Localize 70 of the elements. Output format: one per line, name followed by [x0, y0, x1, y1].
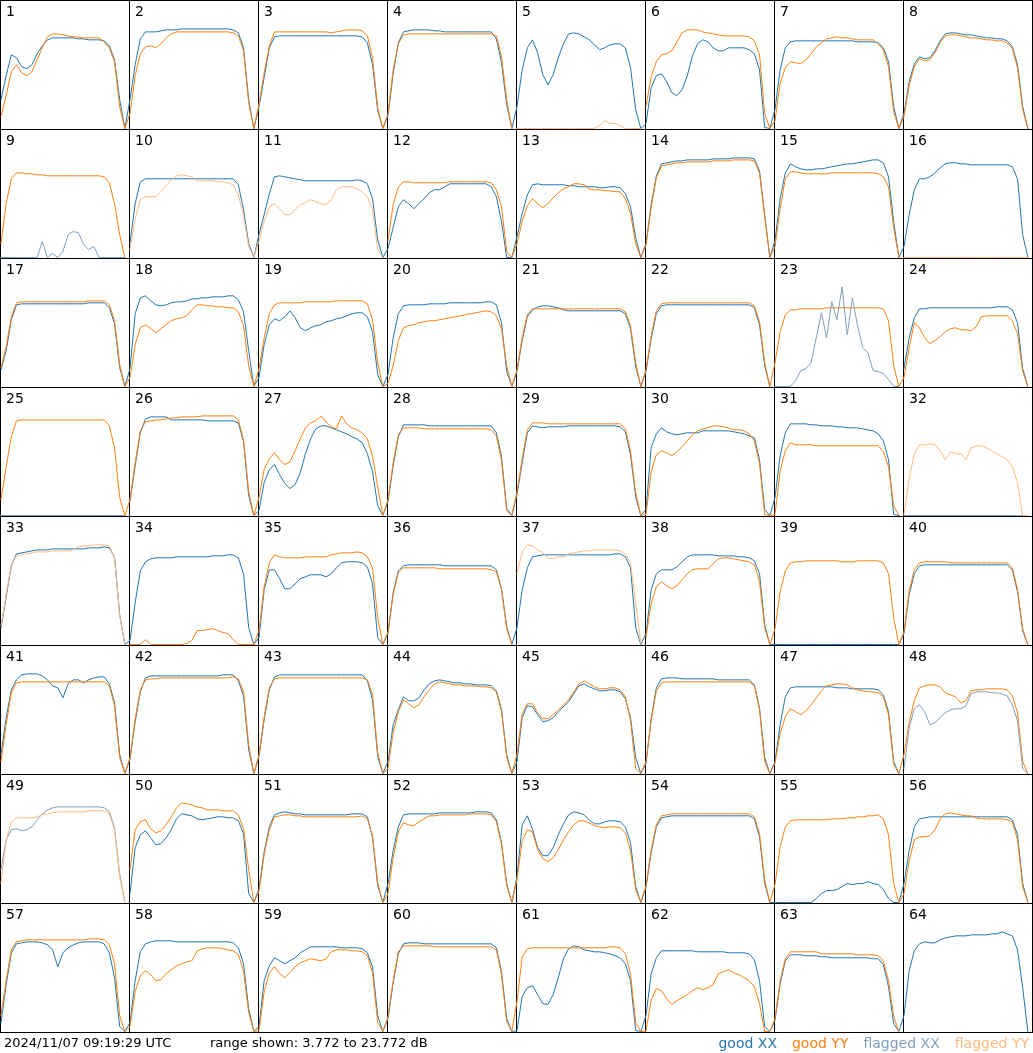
- text: 62: [651, 906, 669, 922]
- text: 22: [651, 261, 669, 277]
- text: 23: [780, 261, 798, 277]
- text: 38: [651, 519, 669, 535]
- text: 1: [6, 3, 15, 19]
- text: flagged XX: [863, 1034, 940, 1053]
- text: 20: [393, 261, 411, 277]
- text: 24: [909, 261, 927, 277]
- text: 9: [6, 132, 15, 148]
- text: 49: [6, 777, 24, 793]
- text: 64: [909, 906, 927, 922]
- text: 2: [135, 3, 144, 19]
- text: 45: [522, 648, 540, 664]
- text: 3: [264, 3, 273, 19]
- text: 43: [264, 648, 282, 664]
- text: 25: [6, 390, 24, 406]
- text: 47: [780, 648, 798, 664]
- text: 13: [522, 132, 540, 148]
- text: 12: [393, 132, 411, 148]
- text: 48: [909, 648, 927, 664]
- text: 19: [264, 261, 282, 277]
- text: range shown: 3.772 to 23.772 dB: [210, 1034, 428, 1052]
- text: 16: [909, 132, 927, 148]
- text: 58: [135, 906, 153, 922]
- text: 60: [393, 906, 411, 922]
- text: 6: [651, 3, 660, 19]
- text: 63: [780, 906, 798, 922]
- text: 10: [135, 132, 153, 148]
- text: 21: [522, 261, 540, 277]
- text: 18: [135, 261, 153, 277]
- text: 29: [522, 390, 540, 406]
- text: 59: [264, 906, 282, 922]
- text: 55: [780, 777, 798, 793]
- text: 33: [6, 519, 24, 535]
- text: good XX: [718, 1034, 777, 1053]
- text: 44: [393, 648, 411, 664]
- text: 28: [393, 390, 411, 406]
- text: 17: [6, 261, 24, 277]
- text: 56: [909, 777, 927, 793]
- text: 36: [393, 519, 411, 535]
- text: 31: [780, 390, 798, 406]
- text: flagged YY: [954, 1034, 1029, 1053]
- text: 4: [393, 3, 402, 19]
- text: 8: [909, 3, 918, 19]
- text: 51: [264, 777, 282, 793]
- text: 50: [135, 777, 153, 793]
- text: 27: [264, 390, 282, 406]
- text: 15: [780, 132, 798, 148]
- text: 40: [909, 519, 927, 535]
- text: 35: [264, 519, 282, 535]
- text: 26: [135, 390, 153, 406]
- text: good YY: [791, 1034, 849, 1053]
- text: 52: [393, 777, 411, 793]
- text: 57: [6, 906, 24, 922]
- text: 14: [651, 132, 669, 148]
- text: 54: [651, 777, 669, 793]
- text: 5: [522, 3, 531, 19]
- text: 46: [651, 648, 669, 664]
- text: 30: [651, 390, 669, 406]
- text: 7: [780, 3, 789, 19]
- text: 61: [522, 906, 540, 922]
- text: 32: [909, 390, 927, 406]
- text: 37: [522, 519, 540, 535]
- text: 2024/11/07 09:19:29 UTC: [4, 1034, 172, 1052]
- text: 42: [135, 648, 153, 664]
- text: 34: [135, 519, 153, 535]
- text: 11: [264, 132, 282, 148]
- text: 53: [522, 777, 540, 793]
- text: 39: [780, 519, 798, 535]
- text: 41: [6, 648, 24, 664]
